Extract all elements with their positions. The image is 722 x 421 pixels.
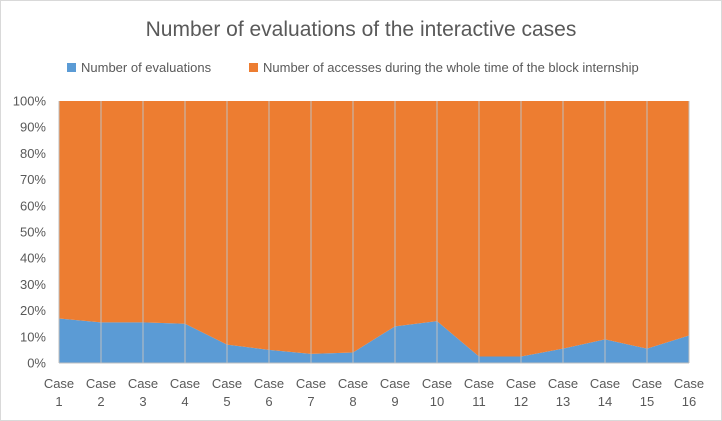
- x-tick-label: Case 12: [506, 376, 536, 409]
- y-tick-label: 40%: [20, 251, 46, 266]
- legend-label-accesses: Number of accesses during the whole time…: [263, 60, 639, 75]
- x-tick-label: Case 15: [632, 376, 662, 409]
- legend-label-evaluations: Number of evaluations: [81, 60, 212, 75]
- x-tick-label: Case 16: [674, 376, 704, 409]
- y-axis: 0% 10% 20% 30% 40% 50% 60% 70% 80% 90% 100%: [13, 94, 47, 371]
- y-tick-label: 90%: [20, 120, 46, 135]
- x-tick-label: Case 7: [296, 376, 326, 409]
- x-tick-label: Case 8: [338, 376, 368, 409]
- y-tick-label: 10%: [20, 329, 46, 344]
- x-tick-label: Case 2: [86, 376, 116, 409]
- x-tick-label: Case 13: [548, 376, 578, 409]
- x-tick-label: Case 4: [170, 376, 200, 409]
- y-tick-label: 100%: [13, 94, 47, 109]
- x-tick-label: Case 5: [212, 376, 242, 409]
- legend-swatch-evaluations: [67, 63, 76, 72]
- y-tick-label: 50%: [20, 225, 46, 240]
- x-tick-label: Case 11: [464, 376, 494, 409]
- y-tick-label: 30%: [20, 277, 46, 292]
- x-tick-label: Case 3: [128, 376, 158, 409]
- x-axis: Case 1 Case 2 Case 3 Case 4 Case 5 Case 6 Case 7 Case 8…: [44, 376, 704, 409]
- series-area-evaluations: [59, 318, 689, 363]
- chart-title: Number of evaluations of the interactive…: [146, 18, 577, 41]
- y-tick-label: 70%: [20, 172, 46, 187]
- y-tick-label: 20%: [20, 303, 46, 318]
- legend: Number of evaluations Number of accesses…: [67, 60, 639, 75]
- x-tick-label: Case 9: [380, 376, 410, 409]
- x-tick-label: Case 10: [422, 376, 452, 409]
- y-tick-label: 60%: [20, 198, 46, 213]
- x-tick-label: Case 6: [254, 376, 284, 409]
- gridlines: [58, 101, 690, 364]
- x-tick-label: Case 14: [590, 376, 620, 409]
- legend-swatch-accesses: [249, 63, 258, 72]
- y-tick-label: 0%: [27, 356, 46, 371]
- plot-area: [59, 101, 689, 363]
- x-tick-label: Case 1: [44, 376, 74, 409]
- y-tick-label: 80%: [20, 146, 46, 161]
- series-area-accesses: [59, 101, 689, 357]
